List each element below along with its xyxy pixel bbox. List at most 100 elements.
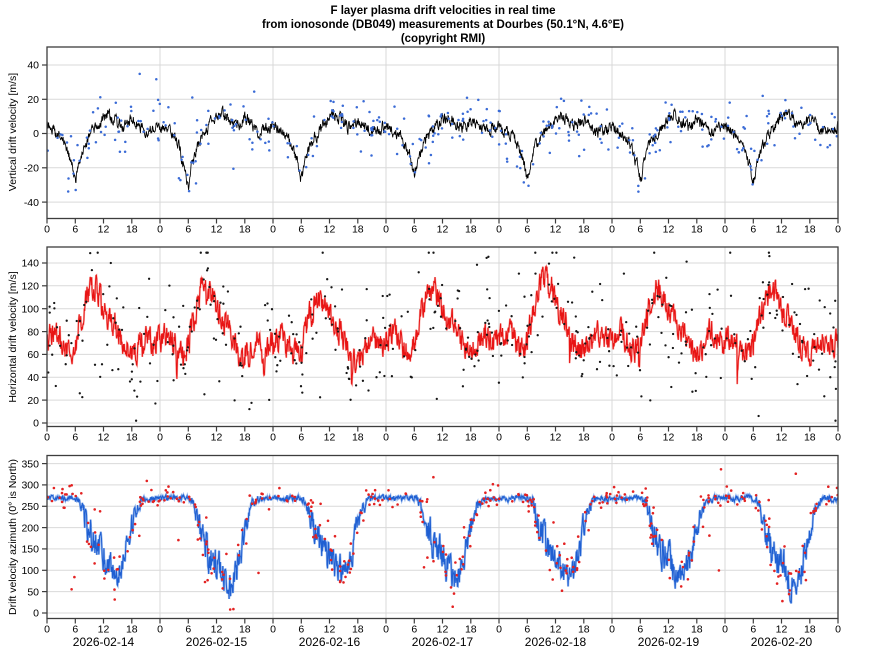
horizontal-drift-ytick-label: 120 (21, 281, 39, 293)
vertical-drift-axes: -40 -20 0 20 40 0 6 12 18 0 6 12 18 0 6 12 18 0 6 12 18 0 6 12 1… (24, 60, 841, 236)
drift-azimuth-ytick-label: 0 (33, 608, 39, 620)
vertical-drift-xtick-label: 0 (157, 224, 163, 236)
horizontal-drift-xtick-label: 0 (157, 432, 163, 444)
vertical-drift-ytick-label: -40 (24, 197, 39, 209)
horizontal-drift-xtick-label: 6 (298, 432, 304, 444)
drift-azimuth-ytick-label: 300 (21, 480, 39, 492)
drift-azimuth-xtick-label: 0 (44, 624, 50, 636)
drift-azimuth-xtick-label: 0 (496, 624, 502, 636)
horizontal-drift-xtick-label: 18 (239, 432, 251, 444)
horizontal-drift-xtick-label: 0 (609, 432, 615, 444)
horizontal-drift-xtick-label: 6 (750, 432, 756, 444)
vertical-drift-xtick-label: 6 (185, 224, 191, 236)
horizontal-drift-xtick-label: 0 (383, 432, 389, 444)
drift-azimuth-ytick-label: 100 (21, 565, 39, 577)
vertical-drift-xtick-label: 12 (550, 224, 562, 236)
horizontal-drift-xtick-label: 6 (185, 432, 191, 444)
vertical-drift-xtick-label: 0 (270, 224, 276, 236)
horizontal-drift-xtick-label: 6 (72, 432, 78, 444)
vertical-drift-xtick-label: 6 (72, 224, 78, 236)
date-label: 2026-02-17 (412, 635, 474, 649)
vertical-drift-xtick-label: 18 (352, 224, 364, 236)
drift-azimuth-xtick-label: 6 (637, 624, 643, 636)
drift-azimuth-xtick-label: 12 (437, 624, 449, 636)
drift-azimuth-xtick-label: 12 (776, 624, 788, 636)
horizontal-drift-xtick-label: 18 (804, 432, 816, 444)
horizontal-drift-xtick-label: 12 (776, 432, 788, 444)
vertical-drift-ytick-label: 0 (33, 128, 39, 140)
horizontal-drift-xtick-label: 18 (465, 432, 477, 444)
drift-azimuth-xtick-label: 6 (298, 624, 304, 636)
drift-azimuth-grid (47, 455, 838, 619)
vertical-drift-xtick-label: 0 (496, 224, 502, 236)
drift-azimuth-ytick-label: 50 (27, 586, 39, 598)
horizontal-drift-xtick-label: 6 (411, 432, 417, 444)
vertical-drift-xtick-label: 6 (298, 224, 304, 236)
title-line-1: F layer plasma drift velocities in real … (330, 5, 556, 17)
horizontal-drift-xtick-label: 0 (270, 432, 276, 444)
horizontal-drift-xtick-label: 18 (352, 432, 364, 444)
vertical-drift-xtick-label: 12 (211, 224, 223, 236)
vertical-drift-xtick-label: 0 (722, 224, 728, 236)
date-label: 2026-02-18 (525, 635, 587, 649)
vertical-drift-xtick-label: 18 (691, 224, 703, 236)
drift-azimuth-xtick-label: 0 (835, 624, 841, 636)
vertical-drift-xtick-label: 6 (637, 224, 643, 236)
drift-azimuth-ytick-label: 200 (21, 522, 39, 534)
drift-azimuth-xtick-label: 18 (352, 624, 364, 636)
horizontal-drift-xtick-label: 12 (324, 432, 336, 444)
vertical-drift-grid (47, 47, 838, 219)
horizontal-drift-xtick-label: 18 (578, 432, 590, 444)
vertical-drift-xtick-label: 18 (578, 224, 590, 236)
vertical-drift-xtick-label: 0 (835, 224, 841, 236)
horizontal-drift-line (47, 265, 838, 386)
vertical-drift-xtick-label: 12 (437, 224, 449, 236)
vertical-drift-xtick-label: 12 (324, 224, 336, 236)
vertical-drift-xtick-label: 18 (239, 224, 251, 236)
vertical-drift-series (47, 72, 838, 193)
title-line-2: from ionosonde (DB049) measurements at D… (262, 19, 624, 31)
drift-azimuth-xtick-label: 12 (663, 624, 675, 636)
horizontal-drift-xtick-label: 18 (126, 432, 138, 444)
horizontal-drift-ytick-label: 60 (27, 349, 39, 361)
vertical-drift-ytick-label: 20 (27, 94, 39, 106)
horizontal-drift-scatter (47, 251, 838, 422)
horizontal-drift-xtick-label: 12 (211, 432, 223, 444)
drift-azimuth-xtick-label: 6 (411, 624, 417, 636)
horizontal-drift-xtick-label: 0 (496, 432, 502, 444)
drift-azimuth-ytick-label: 150 (21, 544, 39, 556)
drift-azimuth-xtick-label: 12 (550, 624, 562, 636)
vertical-drift-xtick-label: 0 (383, 224, 389, 236)
vertical-drift-xtick-label: 0 (609, 224, 615, 236)
title-line-3: (copyright RMI) (400, 33, 486, 45)
horizontal-drift-xtick-label: 0 (835, 432, 841, 444)
drift-azimuth-xtick-label: 12 (211, 624, 223, 636)
panel-drift-azimuth: 0 50 100 150 200 250 300 350 0 6 12 18 0 6 12 18 0 6 12 18 0… (21, 454, 841, 649)
horizontal-drift-xtick-label: 0 (44, 432, 50, 444)
drift-azimuth-xtick-label: 0 (609, 624, 615, 636)
date-label: 2026-02-14 (73, 635, 135, 649)
drift-azimuth-series (47, 468, 838, 611)
horizontal-drift-ytick-label: 80 (27, 326, 39, 338)
date-label: 2026-02-15 (186, 635, 248, 649)
vertical-drift-xtick-label: 18 (465, 224, 477, 236)
vertical-drift-xtick-label: 12 (663, 224, 675, 236)
drift-azimuth-xtick-label: 12 (324, 624, 336, 636)
drift-azimuth-xtick-label: 18 (578, 624, 590, 636)
drift-azimuth-xtick-label: 18 (465, 624, 477, 636)
horizontal-drift-ytick-label: 100 (21, 303, 39, 315)
horizontal-drift-ytick-label: 0 (33, 418, 39, 430)
horizontal-drift-ytick-label: 40 (27, 372, 39, 384)
drift-azimuth-xtick-label: 6 (750, 624, 756, 636)
vertical-drift-xtick-label: 6 (524, 224, 530, 236)
drift-azimuth-ytick-label: 250 (21, 501, 39, 513)
drift-azimuth-xtick-label: 6 (524, 624, 530, 636)
vertical-drift-xtick-label: 6 (411, 224, 417, 236)
horizontal-drift-ytick-label: 20 (27, 395, 39, 407)
horizontal-drift-xtick-label: 12 (663, 432, 675, 444)
drift-azimuth-xtick-label: 0 (270, 624, 276, 636)
drift-azimuth-xtick-label: 0 (383, 624, 389, 636)
